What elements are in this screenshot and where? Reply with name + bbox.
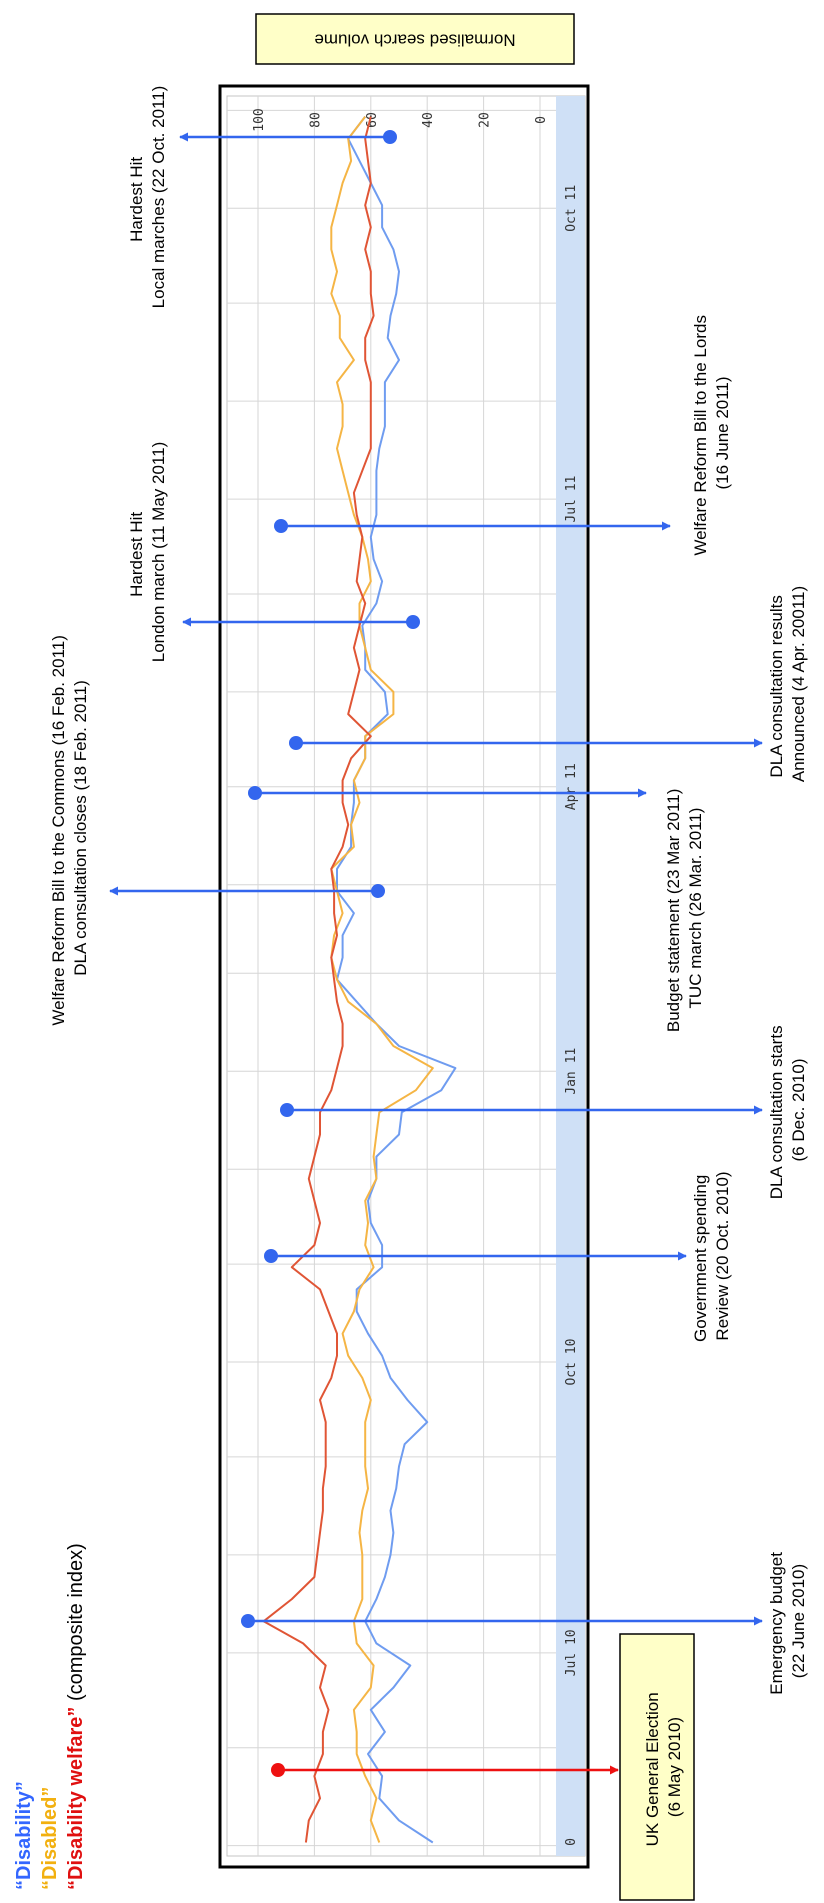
grid-lines — [227, 96, 556, 1856]
annotation-hardest-hit-london-line-1: Hardest Hit — [127, 512, 146, 597]
series-line-disabled — [330, 115, 434, 1843]
ylabel-text: Normalised search volume — [314, 31, 515, 50]
y-tick-label: 40 — [421, 112, 436, 128]
annotation-wrb-commons-line-2: DLA consultation closes (18 Feb. 2011) — [71, 680, 90, 975]
ylabel-box: Normalised search volume — [255, 13, 575, 65]
legend-item-disability-welfare-label: “Disability welfare” — [65, 1707, 87, 1890]
x-tick-label: Apr 11 — [564, 763, 579, 810]
spending-review-arrow — [264, 1249, 687, 1263]
annotation-hardest-hit-local-line-1: Hardest Hit — [127, 157, 146, 242]
x-tick-label: Oct 11 — [564, 185, 579, 232]
series-line-disability-welfare — [262, 116, 375, 1843]
y-axis-ticks: 0 20 40 60 80 100 — [252, 108, 549, 131]
y-tick-label: 60 — [365, 112, 380, 128]
annotation-wrb-commons: Welfare Reform Bill to the Commons (16 F… — [49, 630, 90, 1025]
annotation-wrb-lords-line-1: Welfare Reform Bill to the Lords — [691, 315, 710, 556]
hardest-hit-local-arrow — [179, 130, 397, 144]
annotation-dla-results: DLA consultation results Announced (4 Ap… — [767, 586, 808, 782]
annotation-emergency-budget-line-2: (22 June 2010) — [789, 1564, 808, 1678]
annotation-hardest-hit-london: Hardest Hit London march (11 May 2011) — [127, 442, 168, 663]
wrb-lords-arrow — [274, 519, 671, 533]
annotation-spending-review-line-2: Review (20 Oct. 2010) — [713, 1171, 732, 1340]
annotation-dla-results-line-1: DLA consultation results — [767, 595, 786, 777]
x-tick-label: Jul 11 — [564, 476, 579, 523]
dla-consult-starts-arrow — [280, 1103, 763, 1117]
election-line-2: (6 May 2010) — [665, 1717, 684, 1817]
x-tick-label: 0 — [564, 1838, 579, 1846]
y-tick-label: 80 — [308, 112, 323, 128]
annotation-dla-consult-starts-line-1: DLA consultation starts — [767, 1025, 786, 1199]
election-arrow — [271, 1763, 619, 1777]
plot-area — [226, 95, 586, 1857]
annotation-hardest-hit-local-line-2: Local marches (22 Oct. 2011) — [149, 86, 168, 309]
legend-group: “Disability” “Disabled” “Disability welf… — [13, 1543, 87, 1890]
y-tick-label: 100 — [252, 108, 267, 131]
annotation-spending-review: Government spending Review (20 Oct. 2010… — [691, 1170, 732, 1342]
election-line-1: UK General Election — [643, 1692, 662, 1846]
x-axis-ticks: 0 Jul 10 Oct 10 Jan 11 Apr 11 Jul 11 Oct 11 — [564, 185, 579, 1846]
legend-item-disability-welfare-suffix: (composite index) — [65, 1543, 87, 1706]
dla-results-arrow — [289, 736, 763, 750]
annotation-texts: Emergency budget (22 June 2010) Governme… — [49, 86, 808, 1695]
annotation-arrows — [109, 130, 763, 1777]
annotation-budget-tuc-line-2: TUC march (26 Mar. 2011) — [686, 808, 705, 1009]
legend-item-disabled: “Disabled” — [39, 1787, 61, 1890]
x-tick-label: Jan 11 — [564, 1048, 579, 1095]
annotation-emergency-budget-line-1: Emergency budget — [767, 1552, 786, 1695]
y-tick-label: 20 — [478, 112, 493, 128]
date-band — [556, 96, 585, 1856]
wrb-commons-arrow — [109, 884, 385, 898]
annotation-budget-tuc-line-1: Budget statement (23 Mar 2011) — [664, 789, 683, 1033]
y-tick-label: 0 — [534, 116, 549, 124]
annotation-spending-review-line-1: Government spending — [691, 1175, 710, 1342]
annotation-budget-tuc: Budget statement (23 Mar 2011) TUC march… — [664, 784, 705, 1032]
annotation-dla-consult-starts: DLA consultation starts (6 Dec. 2010) — [767, 1021, 808, 1200]
annotation-hardest-hit-local: Hardest Hit Local marches (22 Oct. 2011) — [127, 86, 168, 309]
hardest-hit-london-arrow — [182, 615, 420, 629]
x-tick-label: Jul 10 — [564, 1629, 579, 1676]
annotation-dla-results-line-2: Announced (4 Apr. 20011) — [789, 586, 808, 782]
annotation-hardest-hit-london-line-2: London march (11 May 2011) — [149, 442, 168, 663]
annotation-wrb-lords: Welfare Reform Bill to the Lords (16 Jun… — [691, 310, 732, 555]
series-lines — [262, 115, 457, 1844]
annotation-emergency-budget: Emergency budget (22 June 2010) — [767, 1547, 808, 1694]
svg-text:UK General Election (6 M: UK General Election (6 May 2010) — [643, 1688, 684, 1847]
annotation-dla-consult-starts-line-2: (6 Dec. 2010) — [789, 1059, 808, 1162]
legend-item-disability-welfare: “Disability welfare” (composite index) — [65, 1543, 87, 1890]
budget-tuc-arrow — [248, 786, 647, 800]
annotation-wrb-commons-line-1: Welfare Reform Bill to the Commons (16 F… — [49, 635, 68, 1026]
emergency-budget-arrow — [241, 1614, 763, 1628]
x-tick-label: Oct 10 — [564, 1339, 579, 1386]
annotation-wrb-lords-line-2: (16 June 2011) — [713, 376, 732, 489]
legend-item-disability: “Disability” — [13, 1781, 35, 1890]
election-box: UK General Election (6 May 2010) — [619, 1633, 695, 1901]
